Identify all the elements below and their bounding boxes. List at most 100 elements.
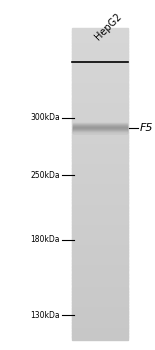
Bar <box>72 266 128 268</box>
Bar <box>72 174 128 176</box>
Bar <box>72 115 128 117</box>
Bar <box>72 201 128 203</box>
Bar <box>72 335 128 337</box>
Bar <box>72 216 128 218</box>
Bar <box>72 157 128 159</box>
Bar <box>72 210 128 212</box>
Bar <box>72 78 128 80</box>
Bar <box>72 160 128 162</box>
Bar <box>72 249 128 251</box>
Bar <box>72 47 128 49</box>
Bar <box>72 28 128 30</box>
Bar <box>73 128 127 129</box>
Bar <box>72 329 128 331</box>
Bar <box>72 276 128 278</box>
Bar <box>72 202 128 204</box>
Bar <box>73 125 127 126</box>
Bar <box>72 179 128 181</box>
Bar <box>72 319 128 321</box>
Bar <box>72 37 128 40</box>
Bar <box>72 235 128 237</box>
Bar <box>72 137 128 139</box>
Bar <box>72 87 128 89</box>
Bar <box>72 97 128 99</box>
Bar <box>72 302 128 304</box>
Bar <box>72 316 128 318</box>
Bar <box>72 251 128 253</box>
Bar <box>72 55 128 57</box>
Bar <box>72 193 128 195</box>
Text: HepG2: HepG2 <box>93 11 124 42</box>
Text: 180kDa: 180kDa <box>31 236 60 245</box>
Bar <box>72 139 128 141</box>
Bar <box>72 114 128 116</box>
Bar <box>72 291 128 293</box>
Bar <box>72 106 128 108</box>
Bar <box>72 277 128 279</box>
Bar <box>72 159 128 161</box>
Bar <box>72 190 128 192</box>
Bar <box>72 117 128 119</box>
Bar <box>72 274 128 276</box>
Bar <box>72 75 128 77</box>
Bar <box>72 140 128 142</box>
Bar <box>72 226 128 228</box>
Bar <box>72 218 128 220</box>
Bar <box>73 127 127 128</box>
Bar <box>72 64 128 66</box>
Bar <box>72 132 128 134</box>
Text: 130kDa: 130kDa <box>30 310 60 320</box>
Bar <box>72 238 128 240</box>
Bar <box>72 237 128 239</box>
Bar <box>73 124 127 125</box>
Bar <box>73 129 127 130</box>
Bar <box>72 70 128 72</box>
Bar <box>72 262 128 264</box>
Bar <box>72 219 128 222</box>
Bar <box>72 120 128 122</box>
Bar <box>72 126 128 128</box>
Bar <box>72 149 128 152</box>
Bar <box>72 241 128 244</box>
Bar <box>72 45 128 47</box>
Bar <box>72 187 128 189</box>
Bar <box>72 31 128 33</box>
Bar <box>72 92 128 94</box>
Bar <box>72 171 128 173</box>
Bar <box>72 83 128 85</box>
Bar <box>72 214 128 215</box>
Bar <box>72 290 128 292</box>
Bar <box>72 228 128 229</box>
Bar <box>72 284 128 286</box>
Bar <box>72 76 128 78</box>
Bar <box>72 135 128 138</box>
Bar <box>72 315 128 317</box>
Bar <box>72 170 128 172</box>
Bar <box>72 332 128 334</box>
Bar <box>72 336 128 338</box>
Bar <box>72 95 128 97</box>
Bar <box>72 268 128 270</box>
Bar <box>72 273 128 275</box>
Bar <box>73 126 127 127</box>
Bar <box>72 182 128 184</box>
Bar <box>73 126 127 127</box>
Bar <box>72 240 128 242</box>
Bar <box>73 124 127 125</box>
Bar <box>72 287 128 289</box>
Bar <box>72 326 128 328</box>
Bar <box>72 205 128 208</box>
Bar <box>72 279 128 281</box>
Bar <box>72 327 128 329</box>
Bar <box>72 142 128 144</box>
Bar <box>72 247 128 250</box>
Bar <box>72 304 128 306</box>
Bar <box>73 132 127 133</box>
Bar <box>72 104 128 106</box>
Bar <box>72 298 128 300</box>
Bar <box>72 93 128 96</box>
Bar <box>72 154 128 156</box>
Bar <box>72 48 128 50</box>
Bar <box>73 128 127 129</box>
Bar <box>72 125 128 127</box>
